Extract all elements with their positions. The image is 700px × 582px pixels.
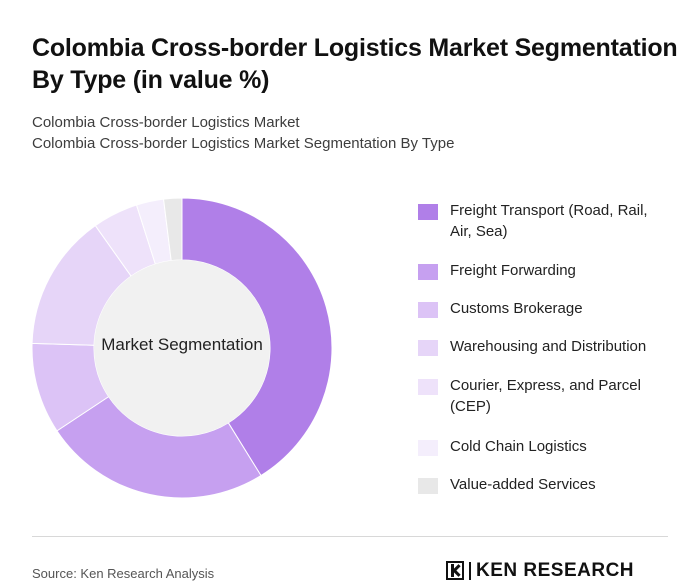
chart-title: Colombia Cross-border Logistics Market S…: [32, 34, 678, 94]
legend-item[interactable]: Value-added Services: [418, 474, 678, 495]
donut-hole: [94, 260, 270, 436]
brand-name: KEN RESEARCH: [476, 559, 635, 581]
legend-label: Value-added Services: [450, 476, 596, 493]
legend-label: Courier, Express, and Parcel (CEP): [450, 377, 641, 415]
legend-swatch: [418, 478, 438, 494]
legend-label: Customs Brokerage: [450, 300, 583, 317]
legend-swatch: [418, 440, 438, 456]
brand-logo: KEN RESEARCH: [446, 559, 635, 581]
legend-item[interactable]: Customs Brokerage: [418, 298, 678, 319]
chart-subtitle: Colombia Cross-border Logistics Market C…: [32, 112, 672, 154]
legend-swatch: [418, 340, 438, 356]
legend-swatch: [418, 302, 438, 318]
subtitle-line-2: Colombia Cross-border Logistics Market S…: [32, 135, 455, 152]
brand-mark-icon: [446, 561, 464, 580]
legend-swatch: [418, 379, 438, 395]
legend-item[interactable]: Courier, Express, and Parcel (CEP): [418, 375, 678, 417]
legend-item[interactable]: Freight Forwarding: [418, 260, 678, 281]
legend-swatch: [418, 204, 438, 220]
footer-divider: [32, 536, 668, 537]
legend-item[interactable]: Freight Transport (Road, Rail, Air, Sea): [418, 200, 678, 242]
legend-swatch: [418, 264, 438, 280]
legend-label: Cold Chain Logistics: [450, 438, 587, 455]
legend-item[interactable]: Cold Chain Logistics: [418, 436, 678, 457]
brand-separator: [469, 561, 471, 580]
legend-label: Warehousing and Distribution: [450, 338, 647, 355]
legend-label: Freight Transport (Road, Rail, Air, Sea): [450, 202, 648, 240]
legend-item[interactable]: Warehousing and Distribution: [418, 336, 678, 357]
donut-chart: [31, 197, 333, 499]
subtitle-line-1: Colombia Cross-border Logistics Market: [32, 114, 300, 131]
source-note: Source: Ken Research Analysis: [32, 566, 215, 581]
legend-label: Freight Forwarding: [450, 262, 576, 279]
